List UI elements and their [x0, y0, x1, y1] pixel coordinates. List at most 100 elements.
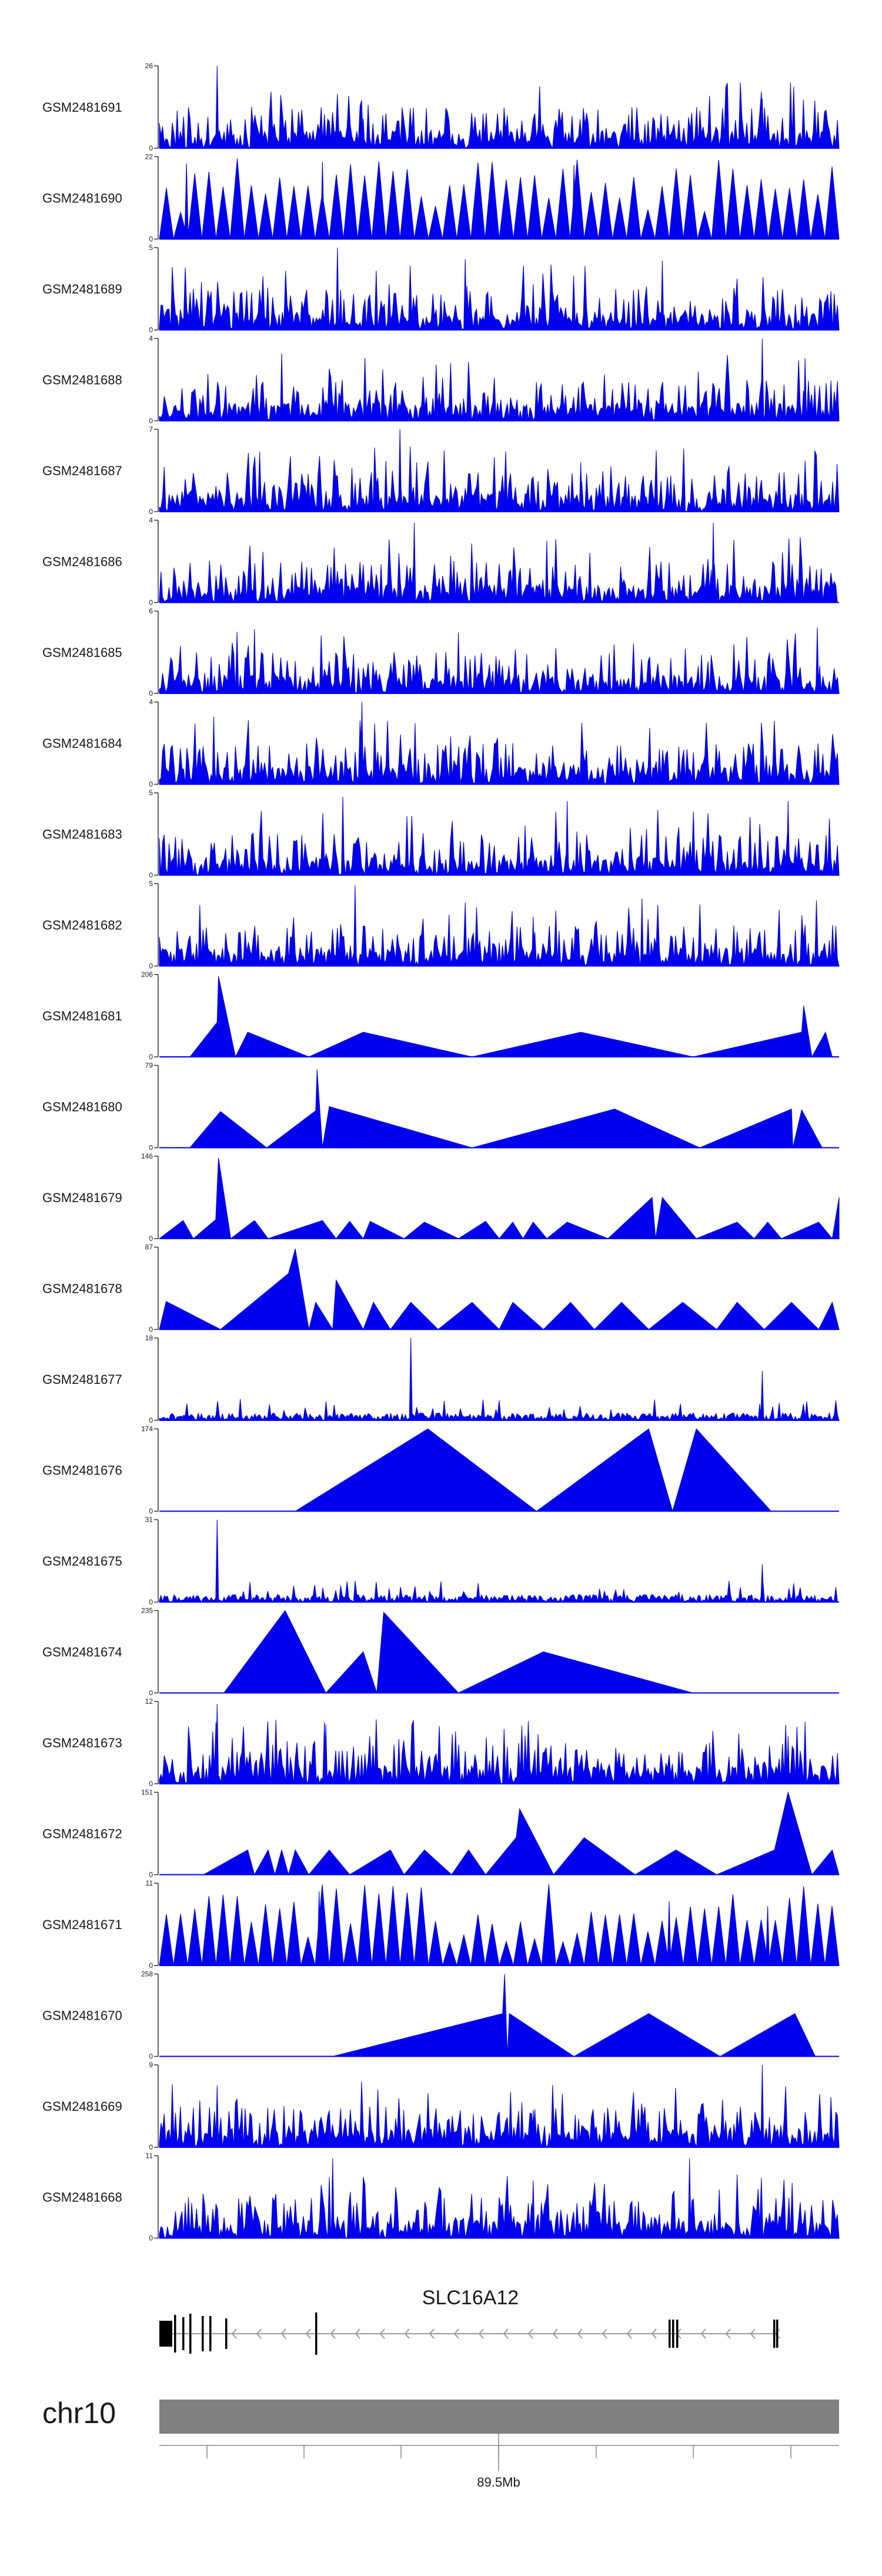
- y-tick-label-max: 174: [141, 1425, 153, 1433]
- y-tick-label-min: 0: [149, 1144, 153, 1152]
- y-tick-label-min: 0: [149, 235, 153, 243]
- y-tick-label-min: 0: [149, 1689, 153, 1697]
- gene-exon: [209, 2316, 212, 2351]
- y-tick-label-max: 258: [141, 1970, 153, 1978]
- track-label: GSM2481678: [42, 1282, 122, 1296]
- gene-name-label: SLC16A12: [422, 2287, 519, 2309]
- signal-area: [159, 65, 840, 149]
- gene-exon: [182, 2317, 185, 2350]
- strand-arrow-icon: [429, 2328, 435, 2339]
- y-tick-label-min: 0: [149, 1053, 153, 1061]
- gene-exon: [315, 2313, 318, 2355]
- y-tick-label-min: 0: [149, 1507, 153, 1516]
- signal-area: [159, 2158, 840, 2239]
- strand-arrow-icon: [577, 2328, 583, 2339]
- y-tick-label-max: 87: [145, 1243, 153, 1252]
- track-label: GSM2481679: [42, 1190, 122, 1205]
- signal-area: [223, 1610, 693, 1694]
- signal-area: [159, 1519, 840, 1603]
- track-label: GSM2481689: [42, 282, 122, 296]
- track-GSM2481682: GSM2481682 5 0: [42, 880, 840, 970]
- track-label: GSM2481674: [42, 1645, 122, 1660]
- signal-area: [159, 1337, 840, 1422]
- gene-exon: [672, 2320, 674, 2348]
- track-label: GSM2481671: [42, 1917, 122, 1932]
- y-tick-label-max: 206: [141, 970, 153, 979]
- track-label: GSM2481687: [42, 463, 122, 478]
- track-label: GSM2481690: [42, 191, 122, 206]
- track-GSM2481669: GSM2481669 9 0: [42, 2061, 840, 2151]
- track-GSM2481684: GSM2481684 4 0: [42, 698, 840, 789]
- gene-exon: [225, 2318, 228, 2349]
- y-tick-label-min: 0: [149, 1416, 153, 1424]
- signal-area: [159, 796, 840, 876]
- signal-area: [159, 2064, 840, 2148]
- track-label: GSM2481670: [42, 2008, 122, 2023]
- track-label: GSM2481673: [42, 1736, 122, 1750]
- y-tick-label-max: 5: [149, 789, 153, 797]
- gene-track: SLC16A12: [159, 2287, 780, 2355]
- track-label: GSM2481669: [42, 2099, 122, 2114]
- track-GSM2481672: GSM2481672 151 0: [42, 1788, 840, 1879]
- signal-area: [159, 1249, 840, 1331]
- track-GSM2481670: GSM2481670 258 0: [42, 1970, 839, 2061]
- signal-area: [332, 1974, 816, 2057]
- strand-arrow-icon: [280, 2328, 286, 2339]
- track-label: GSM2481681: [42, 1009, 122, 1023]
- y-tick-label-min: 0: [149, 1326, 153, 1334]
- track-GSM2481674: GSM2481674 235 0: [42, 1607, 839, 1697]
- y-tick-label-min: 0: [149, 1871, 153, 1879]
- y-tick-label-min: 0: [149, 2234, 153, 2243]
- y-tick-label-max: 4: [149, 698, 153, 706]
- strand-arrow-icon: [750, 2328, 756, 2339]
- data-tracks: GSM2481691260GSM2481690220GSM248168950GS…: [42, 62, 840, 2243]
- track-GSM2481687: GSM2481687 7 0: [42, 425, 840, 516]
- signal-area: [294, 1428, 772, 1513]
- strand-arrow-icon: [379, 2328, 385, 2339]
- y-tick-label-max: 4: [149, 516, 153, 525]
- gene-exon: [776, 2320, 779, 2348]
- gene-exon: [773, 2320, 776, 2348]
- strand-arrow-icon: [404, 2328, 410, 2339]
- signal-area: [189, 976, 833, 1058]
- track-label: GSM2481691: [42, 100, 122, 115]
- y-tick-label-min: 0: [149, 326, 153, 334]
- track-label: GSM2481683: [42, 827, 122, 842]
- track-label: GSM2481682: [42, 918, 122, 933]
- strand-arrow-icon: [700, 2328, 706, 2339]
- strand-arrow-icon: [453, 2328, 459, 2339]
- y-tick-label-min: 0: [149, 871, 153, 879]
- y-tick-label-min: 0: [149, 1234, 153, 1243]
- signal-area: [159, 247, 840, 331]
- track-GSM2481691: GSM2481691 26 0: [42, 62, 840, 152]
- track-GSM2481686: GSM2481686 4 0: [42, 516, 840, 607]
- track-label: GSM2481676: [42, 1463, 122, 1478]
- track-GSM2481679: GSM2481679 146 0: [42, 1152, 840, 1243]
- y-tick-label-min: 0: [149, 780, 153, 789]
- track-GSM2481668: GSM2481668 11 0: [42, 2152, 840, 2243]
- track-label: GSM2481672: [42, 1827, 122, 1841]
- y-tick-label-min: 0: [149, 144, 153, 152]
- track-label: GSM2481684: [42, 736, 122, 751]
- track-GSM2481673: GSM2481673 12 0: [42, 1697, 840, 1788]
- strand-arrow-icon: [256, 2328, 262, 2339]
- signal-area: [159, 702, 840, 785]
- signal-area: [159, 885, 840, 966]
- gene-exon: [669, 2320, 671, 2348]
- track-label: GSM2481677: [42, 1372, 122, 1387]
- track-GSM2481681: GSM2481681 206 0: [42, 970, 839, 1061]
- signal-area: [202, 1791, 840, 1876]
- y-tick-label-min: 0: [149, 2053, 153, 2061]
- y-tick-label-max: 146: [141, 1152, 153, 1160]
- y-tick-label-min: 0: [149, 689, 153, 698]
- y-tick-label-max: 7: [149, 425, 153, 433]
- y-tick-label-min: 0: [149, 599, 153, 607]
- track-label: GSM2481680: [42, 1100, 122, 1115]
- track-GSM2481689: GSM2481689 5 0: [42, 243, 840, 334]
- track-label: GSM2481675: [42, 1554, 122, 1569]
- x-tick-label: 89.5Mb: [477, 2475, 520, 2490]
- strand-arrow-icon: [330, 2328, 336, 2339]
- y-tick-label-min: 0: [149, 417, 153, 425]
- gene-exon: [189, 2314, 192, 2354]
